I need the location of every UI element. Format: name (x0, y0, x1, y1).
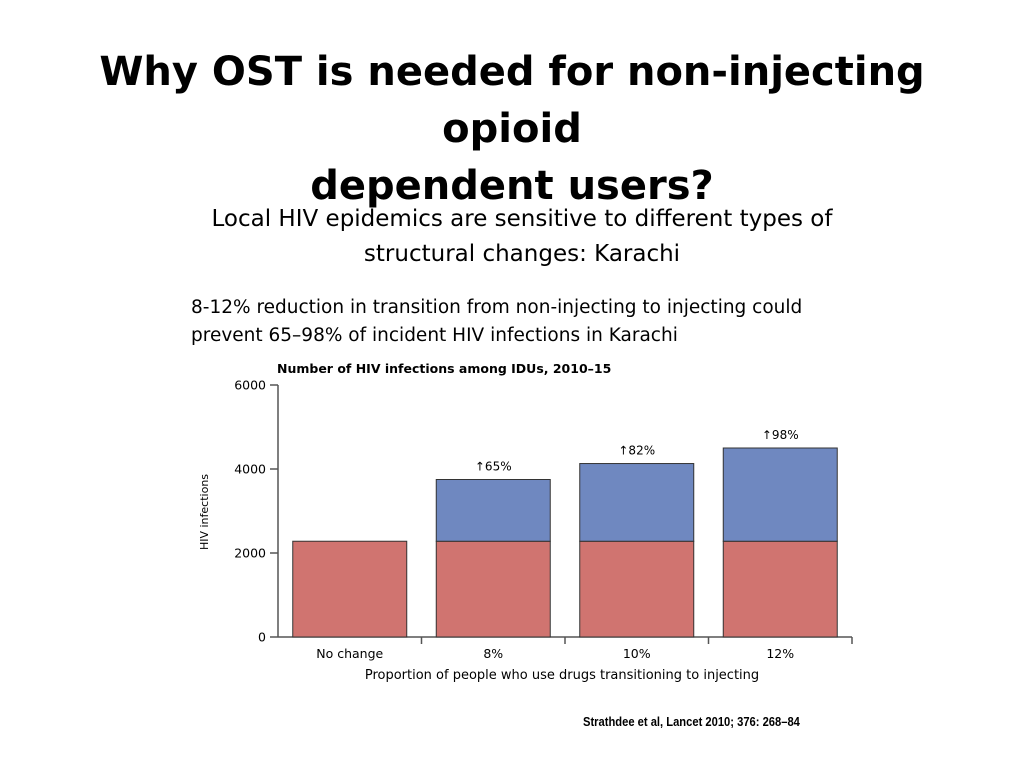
y-tick-label: 4000 (234, 462, 266, 477)
bar-segment-1 (292, 540, 408, 638)
bar-data-label: ↑65% (475, 460, 512, 474)
subtitle-line-1: Local HIV epidemics are sensitive to dif… (211, 206, 833, 232)
citation: Strathdee et al, Lancet 2010; 376: 268–8… (583, 714, 800, 729)
x-tick-label: 10% (623, 646, 651, 661)
y-tick-label: 2000 (234, 546, 266, 561)
bar-segment-2 (722, 447, 838, 542)
note-line-1: 8-12% reduction in transition from non-i… (191, 297, 803, 318)
y-tick-label: 0 (258, 630, 266, 645)
bar-data-label: ↑98% (762, 428, 799, 442)
bar-data-label: ↑82% (618, 444, 655, 458)
x-axis-label: Proportion of people who use drugs trans… (365, 668, 759, 683)
y-tick-label: 6000 (234, 378, 266, 393)
chart-marks: 0 2000 4000 6000 No change ↑65% 8% ↑82% 10% ↑98% 1… (234, 378, 853, 661)
slide-subtitle: Local HIV epidemics are sensitive to dif… (190, 202, 854, 272)
x-tick-label: 8% (483, 646, 503, 661)
x-tick-label: 12% (766, 646, 794, 661)
subtitle-line-2: structural changes: Karachi (363, 241, 681, 267)
y-axis-label: HIV infections (198, 474, 211, 550)
bar-segment-1 (722, 540, 838, 638)
finding-note: 8-12% reduction in transition from non-i… (191, 294, 851, 350)
slide-title-line-1: Why OST is needed for non-injecting opio… (99, 49, 925, 152)
bar-segment-2 (435, 479, 551, 542)
bar-segment-1 (435, 540, 551, 638)
slide-title: Why OST is needed for non-injecting opio… (40, 44, 984, 215)
chart-title: Number of HIV infections among IDUs, 201… (277, 361, 611, 376)
note-line-2: prevent 65–98% of incident HIV infection… (191, 325, 678, 346)
bar-segment-2 (579, 463, 695, 542)
slide-title-line-2: dependent users? (310, 163, 714, 209)
bar-segment-1 (579, 540, 695, 638)
x-tick-label: No change (316, 646, 383, 661)
